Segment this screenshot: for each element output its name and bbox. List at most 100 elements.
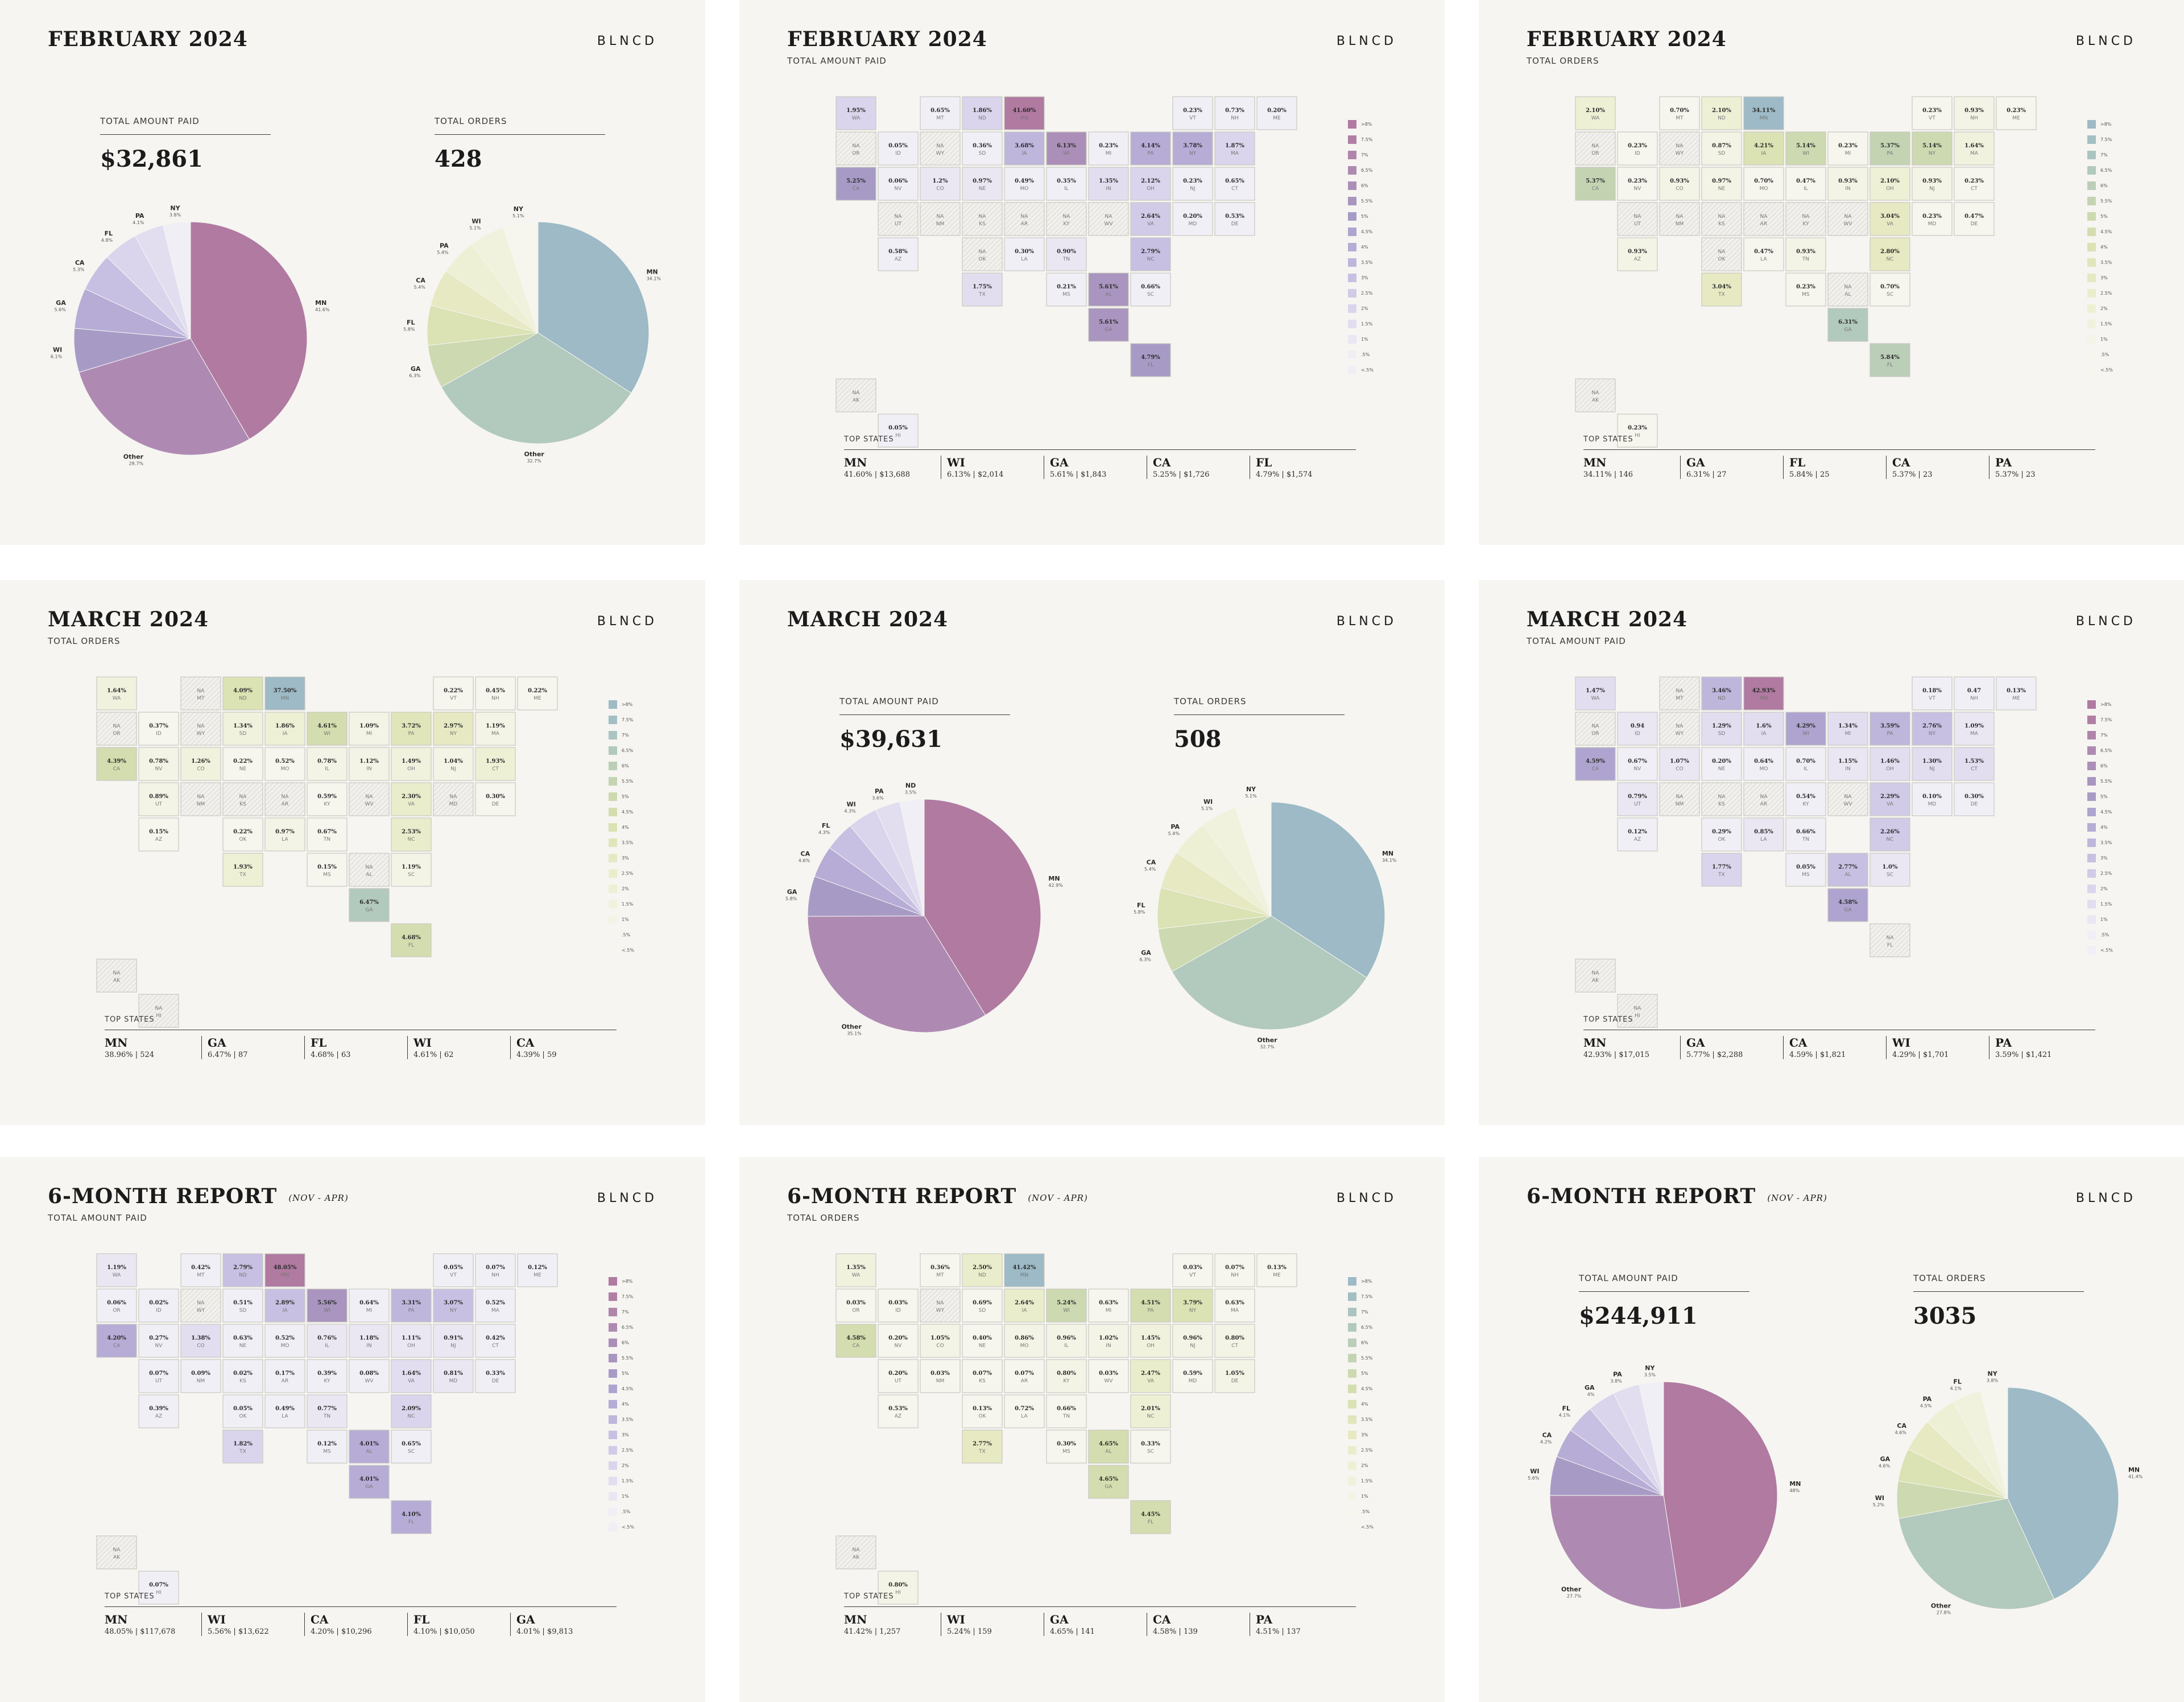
state-value-md: 0.59% bbox=[1183, 1370, 1202, 1377]
state-abbr-va: VA bbox=[1887, 802, 1894, 807]
legend-row: 3.5% bbox=[1348, 1412, 1382, 1427]
state-value-ca: 4.39% bbox=[107, 758, 126, 765]
state-abbr-oh: OH bbox=[1147, 1343, 1155, 1349]
state-ct bbox=[1954, 167, 1995, 201]
top-state-mn: MN 41.42% | 1,257 bbox=[844, 1613, 941, 1636]
state-abbr-vt: VT bbox=[450, 1273, 457, 1278]
pie-pct-mn: 34.1% bbox=[1382, 858, 1397, 863]
state-abbr-ia: IA bbox=[1022, 151, 1028, 156]
state-value-az: 0.93% bbox=[1628, 249, 1647, 255]
state-nd bbox=[222, 1253, 263, 1287]
state-il bbox=[307, 1324, 348, 1358]
legend-swatch bbox=[1348, 197, 1356, 205]
state-abbr-wv: WV bbox=[1104, 1378, 1113, 1384]
state-abbr-va: VA bbox=[408, 802, 415, 807]
state-value-oh: 1.46% bbox=[1880, 758, 1900, 765]
state-value-hi: NA bbox=[155, 1006, 163, 1011]
state-value-ny: 5.14% bbox=[1922, 143, 1942, 149]
legend-label: <.5% bbox=[622, 1525, 634, 1530]
top-state-ga: GA 6.47% | 87 bbox=[201, 1036, 304, 1059]
legend-label: 6% bbox=[2100, 763, 2108, 769]
top-state-ca: CA 4.20% | $10,296 bbox=[304, 1613, 407, 1636]
legend-row: 5.5% bbox=[1348, 1350, 1382, 1366]
state-value-oh: 1.11% bbox=[402, 1335, 421, 1341]
pie-label-ga: GA bbox=[411, 365, 421, 373]
pie-pct-pa: 4.1% bbox=[133, 220, 144, 225]
page-subtitle: TOTAL ORDERS bbox=[48, 636, 121, 646]
top-state-name: PA bbox=[1995, 456, 2012, 469]
state-value-md: NA bbox=[450, 794, 458, 800]
state-value-ks: NA bbox=[239, 794, 247, 800]
state-nj bbox=[433, 747, 474, 781]
state-value-mo: 0.52% bbox=[275, 1335, 295, 1341]
legend-label: 2% bbox=[2100, 306, 2108, 311]
state-abbr-in: IN bbox=[1845, 766, 1850, 772]
legend-label: 1% bbox=[622, 1494, 629, 1499]
state-me bbox=[517, 676, 558, 710]
us-map: NA AK 0.07% HI 1.19% WA 0.02% ID 0.42% MT 2.79% ND 4… bbox=[96, 1253, 558, 1605]
state-abbr-la: LA bbox=[1760, 257, 1767, 262]
state-ut bbox=[138, 782, 179, 816]
state-value-sd: 1.29% bbox=[1712, 723, 1731, 729]
top-states-row: MN 41.60% | $13,688 WI 6.13% | $2,014 GA 5.61… bbox=[844, 456, 1356, 479]
legend-swatch bbox=[609, 777, 617, 786]
legend-row: .5% bbox=[1348, 347, 1382, 362]
state-value-nh: 0.07% bbox=[1225, 1265, 1244, 1271]
pie-label-ga: GA bbox=[1585, 1384, 1595, 1391]
top-state-values: 4.10% | $10,050 bbox=[413, 1627, 475, 1636]
state-abbr-wy: WY bbox=[936, 1308, 945, 1313]
state-value-ne: 0.63% bbox=[233, 1335, 253, 1341]
state-va bbox=[391, 782, 432, 816]
top-states-label: TOP STATES bbox=[1583, 435, 2095, 450]
state-ne bbox=[962, 167, 1003, 201]
state-ak bbox=[835, 378, 876, 412]
top-state-name: CA bbox=[1153, 1613, 1171, 1626]
state-il bbox=[307, 747, 348, 781]
state-pa bbox=[1130, 131, 1171, 166]
state-abbr-mt: MT bbox=[936, 1273, 944, 1278]
state-abbr-oh: OH bbox=[1147, 186, 1155, 192]
state-value-tn: 0.66% bbox=[1796, 829, 1815, 835]
state-abbr-pa: PA bbox=[1147, 1308, 1154, 1313]
state-ak bbox=[96, 1535, 137, 1569]
state-abbr-ar: AR bbox=[282, 802, 288, 807]
state-or bbox=[835, 1288, 876, 1323]
state-value-nm: 0.03% bbox=[930, 1370, 950, 1377]
legend-label: 1.5% bbox=[1361, 321, 1373, 327]
pie-label-mn: MN bbox=[647, 268, 658, 275]
pie-pct-other: 32.7% bbox=[1260, 1044, 1275, 1050]
state-abbr-fl: FL bbox=[1148, 1519, 1153, 1525]
state-value-me: 0.22% bbox=[528, 688, 547, 694]
state-value-sc: 1.0% bbox=[1883, 864, 1898, 870]
legend-label: 6.5% bbox=[2100, 748, 2112, 753]
date-range: (NOV - APR) bbox=[288, 1193, 349, 1203]
top-state-values: 4.01% | $9,813 bbox=[516, 1627, 573, 1636]
state-abbr-ks: KS bbox=[1718, 802, 1725, 807]
legend-row: 5% bbox=[609, 1366, 643, 1381]
legend-row: 5.5% bbox=[609, 1350, 643, 1366]
state-abbr-ms: MS bbox=[323, 872, 331, 878]
pie-pct-mn: 48% bbox=[1789, 1488, 1800, 1493]
state-abbr-mn: MN bbox=[1760, 115, 1768, 121]
state-value-or: 0.06% bbox=[107, 1300, 126, 1306]
legend-row: 3.5% bbox=[1348, 255, 1382, 270]
pie-pct-mn: 42.9% bbox=[1048, 883, 1063, 888]
state-de bbox=[475, 782, 516, 816]
state-abbr-ga: GA bbox=[1844, 327, 1852, 333]
state-nm bbox=[1659, 782, 1700, 816]
state-tn bbox=[1785, 817, 1826, 852]
state-abbr-ia: IA bbox=[1761, 731, 1767, 737]
state-value-nh: 0.45% bbox=[486, 688, 505, 694]
state-nd bbox=[1701, 96, 1742, 130]
state-abbr-sd: SD bbox=[1718, 731, 1726, 737]
legend-swatch bbox=[1348, 1339, 1356, 1347]
legend-row: >8% bbox=[609, 1274, 643, 1289]
state-value-ia: 2.64% bbox=[1015, 1300, 1034, 1306]
state-sc bbox=[391, 1430, 432, 1464]
state-tn bbox=[1785, 237, 1826, 271]
state-mt bbox=[920, 1253, 961, 1287]
legend-row: 1% bbox=[1348, 1489, 1382, 1504]
legend-label: 7.5% bbox=[622, 1294, 634, 1299]
state-abbr-ak: AK bbox=[853, 398, 860, 403]
state-value-ne: 0.20% bbox=[1712, 758, 1731, 765]
